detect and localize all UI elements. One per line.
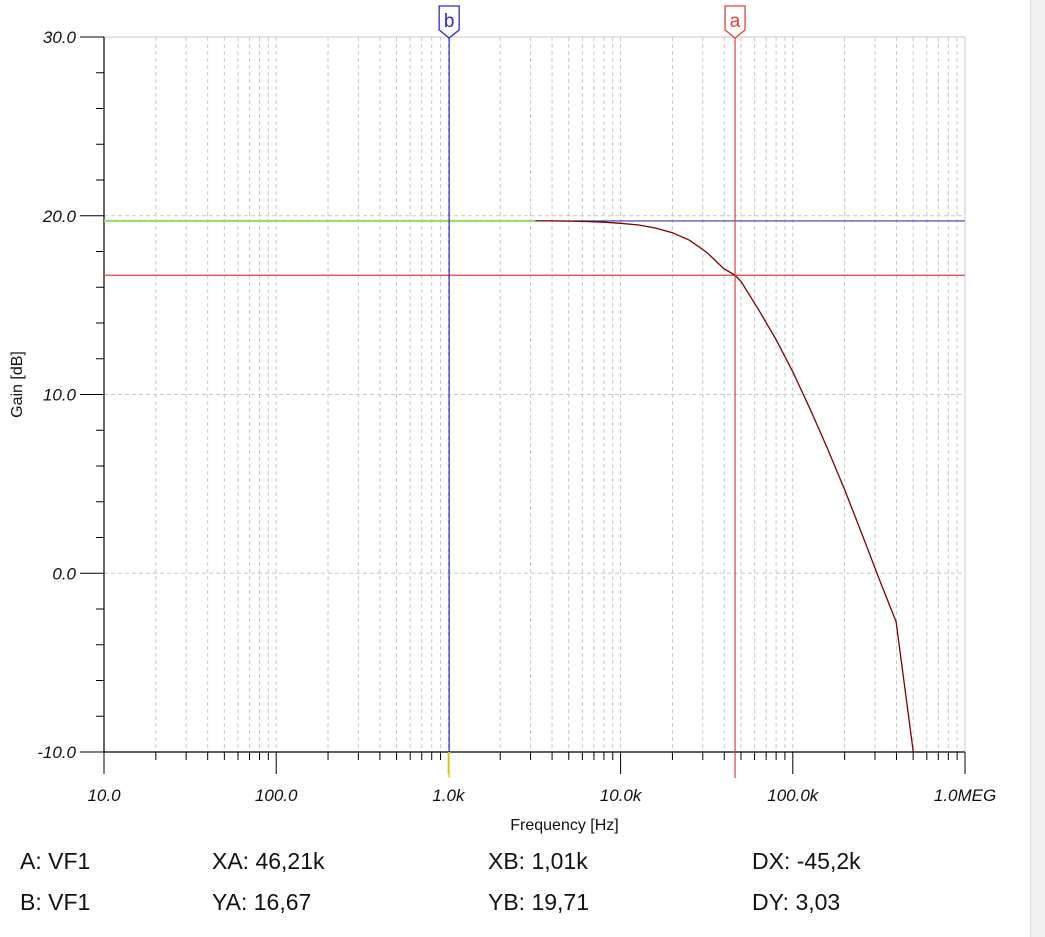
cursor-a-x-value: XA: 46,21k — [212, 848, 325, 874]
x-tick-label: 1.0k — [432, 786, 466, 805]
delta-y-value: DY: 3,03 — [752, 889, 841, 915]
cursor-b-flag — [438, 5, 460, 39]
cursor-b-trace: B: VF1 — [20, 889, 91, 915]
delta-x-value: DX: -45,2k — [752, 848, 861, 874]
cursor-b-y-value: YB: 19,71 — [488, 889, 590, 915]
y-tick-label: 10.0 — [43, 386, 77, 405]
cursor-a-trace: A: VF1 — [20, 848, 91, 874]
x-tick-label: 10.0k — [600, 786, 643, 805]
cursor-a-flag-label: a — [730, 11, 741, 32]
x-tick-label: 100.0 — [255, 786, 298, 805]
y-tick-label: -10.0 — [37, 743, 76, 762]
x-tick-label: 1.0MEG — [934, 786, 996, 805]
y-axis-label: Gain [dB] — [9, 351, 26, 418]
cursor-b-x-value: XB: 1,01k — [488, 848, 588, 874]
y-tick-label: 0.0 — [52, 564, 76, 583]
y-tick-label: 30.0 — [43, 28, 77, 47]
cursor-b-flag-label: b — [444, 11, 455, 32]
x-tick-label: 10.0 — [87, 786, 121, 805]
series-line-vf1 — [535, 220, 914, 753]
y-tick-label: 20.0 — [42, 207, 77, 226]
cursor-a-flag — [724, 5, 746, 39]
vertical-scrollbar[interactable] — [1030, 0, 1045, 937]
x-tick-label: 100.0k — [767, 786, 820, 805]
x-axis-label: Frequency [Hz] — [510, 817, 618, 834]
cursor-a-y-value: YA: 16,67 — [212, 889, 312, 915]
bode-plot: 10.0 100.0 1.0k 10.0k 100.0k 1.0MEG 30.0 20.0 10… — [9, 5, 996, 834]
